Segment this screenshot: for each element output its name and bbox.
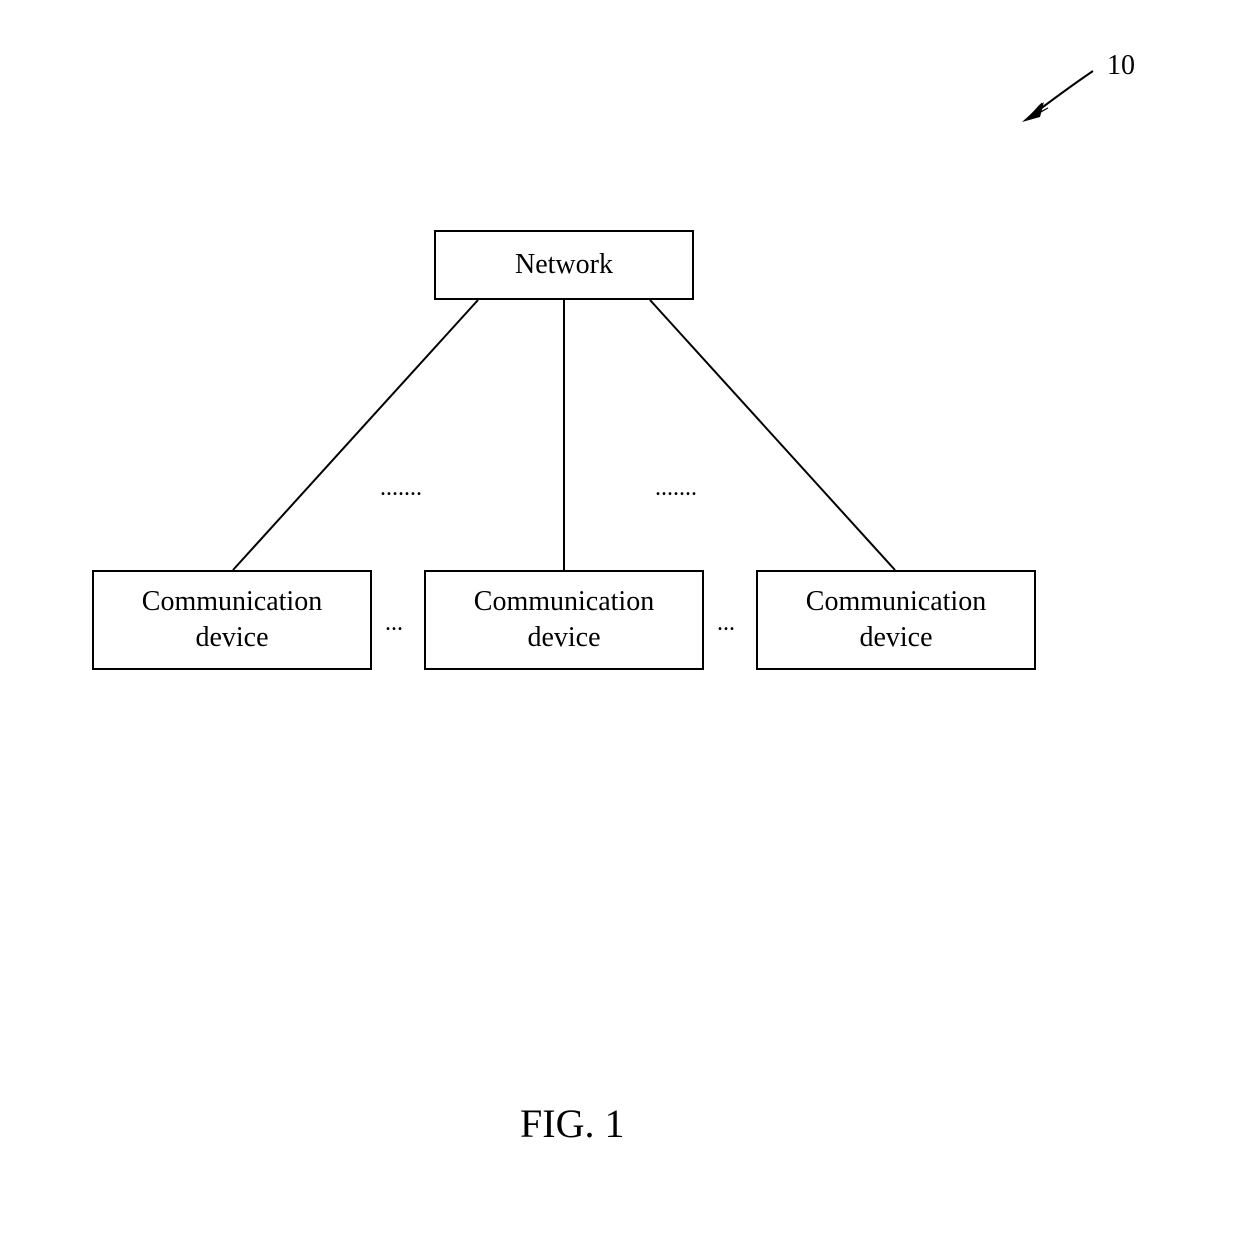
network-label: Network — [515, 247, 613, 283]
ellipsis-edges-left-text: ....... — [380, 475, 422, 501]
reference-number-text: 10 — [1107, 50, 1135, 81]
ellipsis-boxes-right: ... — [717, 610, 735, 637]
network-node: Network — [434, 230, 694, 300]
diagram-container: 10 Network Communication device Communic… — [0, 0, 1240, 1256]
ellipsis-edges-right-text: ....... — [655, 475, 697, 501]
device-node-3: Communication device — [756, 570, 1036, 670]
reference-number: 10 — [1107, 50, 1135, 82]
ellipsis-edges-right: ....... — [655, 475, 697, 502]
ellipsis-boxes-left: ... — [385, 610, 403, 637]
figure-caption: FIG. 1 — [520, 1100, 624, 1147]
device1-label-line2: device — [195, 620, 268, 656]
device3-label-line1: Communication — [806, 584, 986, 620]
ellipsis-edges-left: ....... — [380, 475, 422, 502]
device-node-2: Communication device — [424, 570, 704, 670]
device3-label-line2: device — [859, 620, 932, 656]
device2-label-line2: device — [527, 620, 600, 656]
device2-label-line1: Communication — [474, 584, 654, 620]
device1-label-line1: Communication — [142, 584, 322, 620]
ellipsis-boxes-left-text: ... — [385, 610, 403, 636]
ellipsis-boxes-right-text: ... — [717, 610, 735, 636]
figure-caption-text: FIG. 1 — [520, 1101, 624, 1146]
device-node-1: Communication device — [92, 570, 372, 670]
